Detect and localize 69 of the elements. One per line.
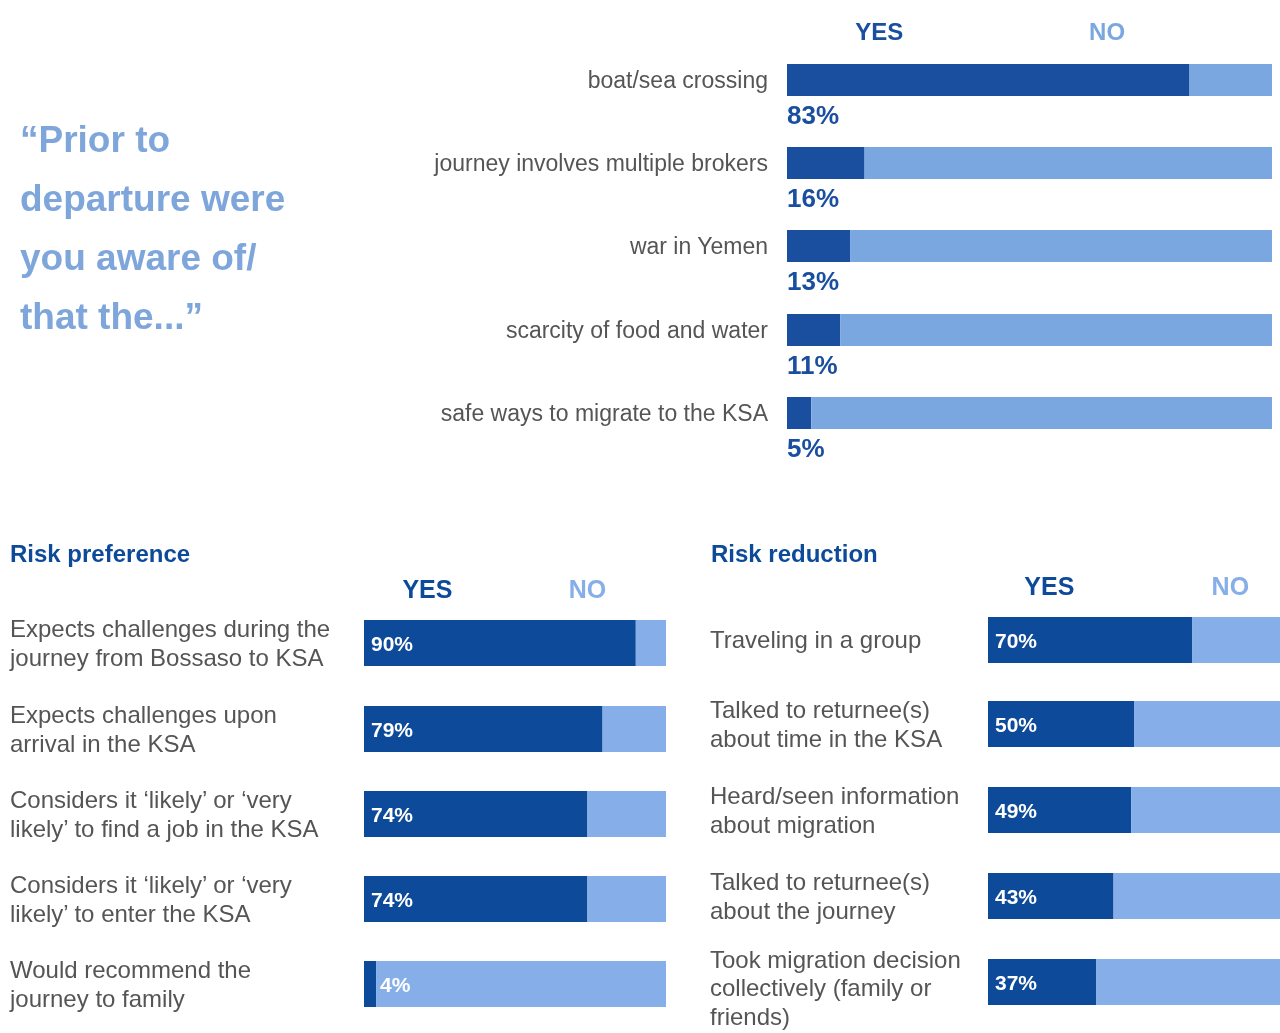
y-tick-label: Traveling in a group xyxy=(710,626,922,654)
bar xyxy=(850,230,1272,262)
bar xyxy=(602,706,666,752)
data-label: 79% xyxy=(371,717,414,741)
y-tick-label: Took migration decision collectively (family or friends) xyxy=(710,945,961,1031)
bar xyxy=(787,397,812,429)
bar xyxy=(787,230,851,262)
bar xyxy=(587,876,666,922)
series-label: NO xyxy=(1211,572,1250,600)
data-label: 74% xyxy=(371,802,414,826)
bar xyxy=(988,617,1193,663)
text: NO xyxy=(1089,18,1126,45)
bar xyxy=(1189,64,1272,96)
y-tick-label: Heard/seen information about migration xyxy=(710,782,960,838)
series-label: YES xyxy=(402,575,453,603)
bar xyxy=(1134,701,1280,747)
bar xyxy=(1096,959,1280,1005)
bar xyxy=(811,397,1272,429)
y-tick-label: war in Yemen xyxy=(628,233,768,260)
y-tick-label: safe ways to migrate to the KSA xyxy=(440,400,769,427)
bar xyxy=(787,64,1190,96)
bar xyxy=(1131,787,1280,833)
data-label: 70% xyxy=(995,628,1038,652)
bar xyxy=(364,706,603,752)
bar xyxy=(988,787,1132,833)
bar xyxy=(864,147,1272,179)
bar xyxy=(376,961,666,1007)
data-label: 49% xyxy=(995,798,1038,822)
text: Risk preference xyxy=(10,540,191,567)
y-tick-label: boat/sea crossing xyxy=(587,67,768,94)
series-label: NO xyxy=(568,575,607,603)
bar xyxy=(787,147,865,179)
data-label: 5% xyxy=(787,433,825,463)
bar xyxy=(988,701,1134,747)
y-tick-label: Would recommend the journey to family xyxy=(9,956,252,1012)
series-label: YES xyxy=(855,18,904,45)
data-label: 4% xyxy=(380,972,411,996)
y-tick-label: Expects challenges during the journey from Bossaso to KSA xyxy=(9,615,331,671)
data-label: 11% xyxy=(787,350,838,380)
bar xyxy=(1192,617,1280,663)
data-label: 83% xyxy=(787,100,840,130)
bar xyxy=(840,314,1272,346)
bar xyxy=(364,961,377,1007)
data-label: 50% xyxy=(995,712,1038,736)
data-label: 37% xyxy=(995,970,1038,994)
bar xyxy=(587,791,666,837)
bar xyxy=(364,620,636,666)
text: Risk reduction xyxy=(711,540,878,567)
data-label: 90% xyxy=(371,631,414,655)
bar xyxy=(364,876,588,922)
bar xyxy=(988,873,1114,919)
y-tick-label: Considers it ‘likely’ or ‘very likely’ to find a job in the KSA xyxy=(10,786,319,842)
bar xyxy=(364,791,588,837)
data-label: 43% xyxy=(995,884,1038,908)
data-label: 74% xyxy=(371,887,414,911)
bar xyxy=(988,959,1097,1005)
data-label: 13% xyxy=(787,266,840,296)
text: “Prior to departure were you aware of/ that the...” xyxy=(20,119,286,337)
data-label: 16% xyxy=(787,183,840,213)
y-tick-label: journey involves multiple brokers xyxy=(433,150,768,177)
bar xyxy=(1113,873,1280,919)
y-tick-label: Talked to returnee(s) about time in the KSA xyxy=(710,696,943,752)
y-tick-label: Considers it ‘likely’ or ‘very likely’ to enter the KSA xyxy=(10,871,292,927)
y-tick-label: Expects challenges upon arrival in the KSA xyxy=(10,701,277,757)
y-tick-label: scarcity of food and water xyxy=(505,317,769,344)
series-label: YES xyxy=(1024,572,1075,600)
bar xyxy=(787,314,841,346)
bar xyxy=(635,620,666,666)
y-tick-label: Talked to returnee(s) about the journey xyxy=(710,868,931,924)
